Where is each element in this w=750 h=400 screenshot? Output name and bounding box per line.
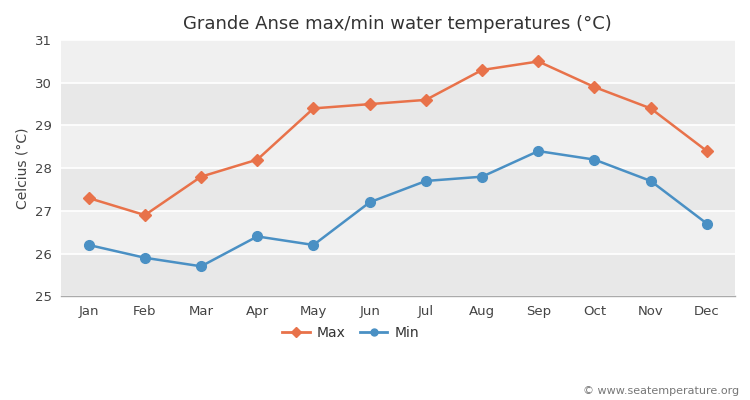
- Bar: [61, 126, 735, 168]
- Bar: [61, 168, 735, 211]
- Y-axis label: Celcius (°C): Celcius (°C): [15, 127, 29, 209]
- Bar: [61, 83, 735, 126]
- Text: © www.seatemperature.org: © www.seatemperature.org: [583, 386, 739, 396]
- Legend: Max, Min: Max, Min: [277, 320, 424, 346]
- Bar: [61, 211, 735, 254]
- Bar: [61, 40, 735, 83]
- Title: Grande Anse max/min water temperatures (°C): Grande Anse max/min water temperatures (…: [184, 15, 612, 33]
- Bar: [61, 254, 735, 296]
